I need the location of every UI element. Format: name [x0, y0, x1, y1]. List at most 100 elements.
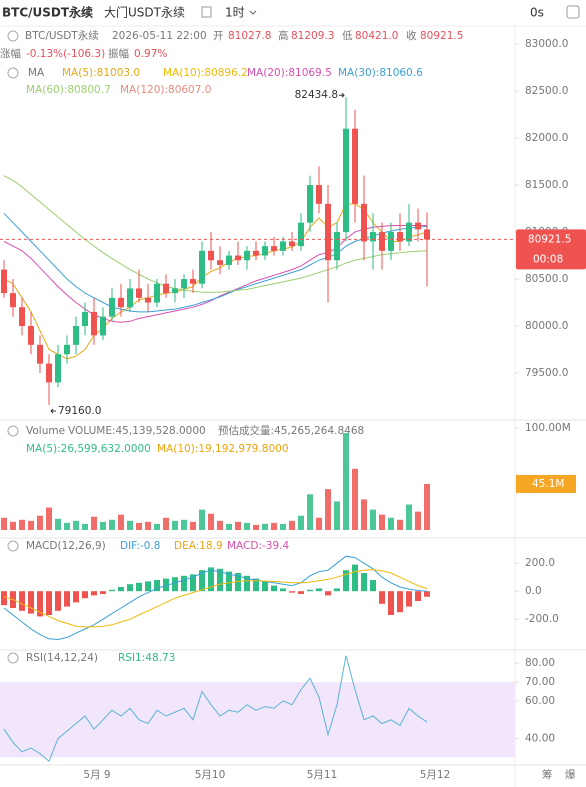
volume-bar	[46, 507, 52, 530]
candle-body	[217, 260, 223, 265]
ma-legend: MA(30):81060.6	[338, 67, 423, 79]
volume-bar	[244, 522, 250, 530]
volume-current: 45.1M	[532, 478, 564, 490]
indicator-line	[3, 203, 428, 360]
macd-bar	[19, 591, 25, 611]
candle-body	[343, 128, 349, 233]
macd-bar	[37, 591, 43, 617]
candle-body	[406, 222, 412, 242]
ma-legend: MA(60):80800.7	[26, 84, 111, 96]
macd-bar	[181, 575, 187, 592]
collapse-icon[interactable]	[7, 652, 19, 664]
icon[interactable]	[566, 5, 580, 19]
volume-bar	[73, 520, 79, 530]
volume-bar	[226, 523, 232, 530]
macd-bar	[208, 567, 214, 592]
macd-bar	[343, 570, 349, 592]
timer: 0s	[530, 6, 544, 20]
macd-bar	[55, 591, 61, 611]
volume-bar	[55, 518, 61, 530]
candle-body	[64, 344, 70, 355]
low: 80421.0	[355, 30, 398, 42]
volume-bar	[181, 519, 187, 530]
ma-legend: MA(20):81069.5	[247, 67, 332, 79]
dropdown-icon[interactable]	[249, 10, 257, 15]
volume-bar	[190, 521, 196, 530]
macd-bar	[118, 587, 124, 592]
macd-bar	[154, 580, 160, 592]
candle-body	[325, 203, 331, 261]
arrow	[339, 92, 345, 98]
volume-bar	[352, 468, 358, 530]
collapse-icon[interactable]	[7, 425, 19, 437]
collapse-icon[interactable]	[7, 30, 19, 42]
last-price: 80921.5	[528, 233, 571, 245]
macd-bar	[190, 574, 196, 592]
volume-bar	[262, 523, 268, 530]
candle-body	[10, 293, 16, 308]
countdown: 00:08	[533, 253, 563, 265]
volume-bar	[145, 521, 151, 530]
low-label: 79160.0	[58, 405, 101, 417]
interval[interactable]: 1时	[225, 6, 245, 20]
collapse-icon[interactable]	[7, 540, 19, 552]
volume-bar	[172, 520, 178, 530]
macd-bar	[217, 568, 223, 592]
candle-body	[379, 232, 385, 251]
y-tick-label: 100.00M	[525, 422, 571, 434]
chips-button[interactable]: 筹	[542, 768, 553, 781]
volume-bar	[199, 509, 205, 530]
volume-bar	[64, 522, 70, 530]
macd-bar	[280, 588, 286, 592]
candle-body	[244, 250, 250, 261]
macd-bar	[289, 591, 295, 593]
volume-bar	[397, 519, 403, 530]
symbol[interactable]: BTC/USDT永续	[2, 5, 93, 20]
volume-ma10: MA(10):19,192,979.8000	[157, 443, 289, 455]
indicator-line	[3, 568, 428, 628]
edit-icon[interactable]	[201, 6, 212, 18]
volume-bar	[154, 523, 160, 530]
volume-estimate: 预估成交量:45,265,264.8468	[218, 424, 364, 437]
volume-bar	[343, 433, 349, 530]
macd-bar	[307, 589, 313, 592]
volume-bar	[217, 520, 223, 530]
macd-bar	[397, 591, 403, 613]
y-tick-label: 60.00	[525, 695, 555, 707]
time-label: 5月 9	[83, 769, 110, 781]
volume-bar	[235, 521, 241, 530]
candle-body	[19, 307, 25, 327]
collapse-icon[interactable]	[7, 67, 19, 79]
volume-bar	[361, 499, 367, 530]
candle-body	[415, 222, 421, 230]
macd-bar	[64, 591, 70, 607]
candle-body	[82, 311, 88, 327]
y-tick-label: 79500.0	[525, 367, 568, 379]
candle-body	[46, 363, 52, 383]
candle-body	[109, 297, 115, 317]
indicator-line	[3, 175, 428, 293]
volume-bar	[109, 519, 115, 530]
candle-body	[388, 232, 394, 251]
macd-bar	[298, 591, 304, 594]
ma-legend: MA(10):80896.2	[163, 67, 248, 79]
volume-bar	[118, 514, 124, 530]
volume-bar	[289, 520, 295, 530]
candle-body	[73, 326, 79, 345]
macd-bar	[262, 581, 268, 592]
y-tick-label: -200.0	[525, 613, 559, 625]
candle-body	[91, 311, 97, 336]
rsi-band	[0, 682, 515, 758]
volume-bar	[28, 520, 34, 530]
volume-bar	[271, 522, 277, 530]
candle-body	[55, 354, 61, 383]
macd-bar	[271, 585, 277, 592]
alt-symbol[interactable]: 大门USDT永续	[104, 5, 185, 20]
volume-bar	[388, 517, 394, 530]
macd-bar	[235, 573, 241, 592]
ma-legend: MA(5):81003.0	[62, 67, 140, 79]
macd-bar	[253, 578, 259, 592]
burst-button[interactable]: 爆	[565, 768, 576, 781]
macd-bar	[226, 571, 232, 592]
indicator-line	[3, 555, 428, 641]
